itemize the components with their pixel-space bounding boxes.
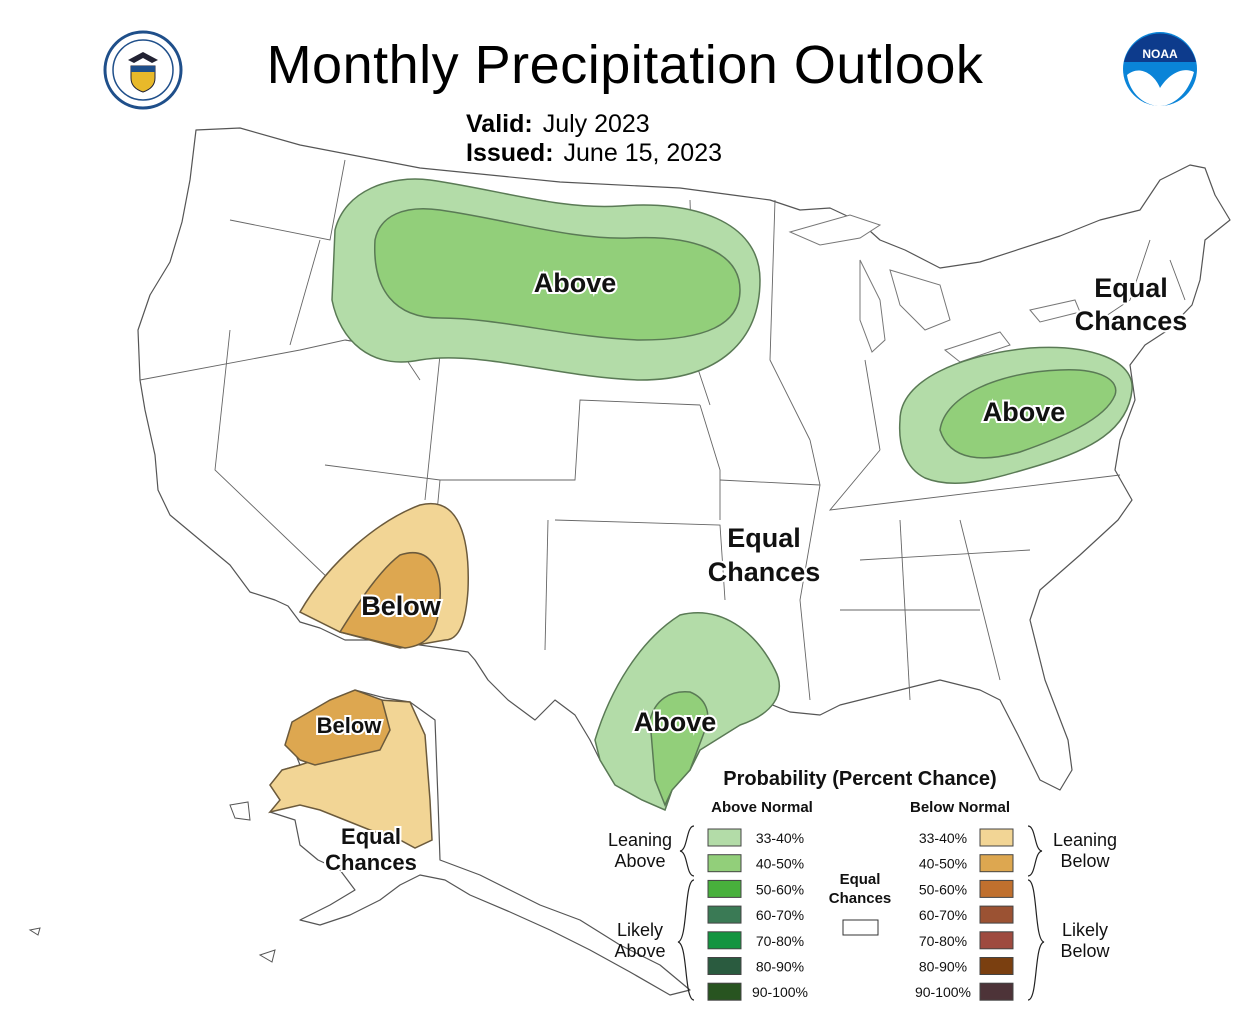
valid-value: July 2023 xyxy=(542,110,650,138)
legend: Probability (Percent Chance) Above Norma… xyxy=(608,768,1117,1001)
below-swatch-5 xyxy=(979,957,1014,975)
label-north-plains: Above xyxy=(534,268,617,298)
valid-line: Valid: July 2023 xyxy=(466,110,650,139)
label-south-central-1: Equal xyxy=(727,523,801,553)
above-range-4: 70-80% xyxy=(756,933,804,949)
above-range-5: 80-90% xyxy=(756,959,804,975)
above-swatch-0 xyxy=(707,828,742,847)
above-swatch-4 xyxy=(707,931,742,950)
label-northeast-2: Chances xyxy=(1075,306,1188,336)
noaa-logo-text: NOAA xyxy=(1142,47,1178,61)
above-range-6: 90-100% xyxy=(752,984,808,1000)
above-swatch-3 xyxy=(707,905,742,924)
above-north-plains-40 xyxy=(374,208,741,341)
label-southwest: Below xyxy=(361,591,442,621)
below-swatch-0 xyxy=(979,828,1014,847)
likely-above-2: Above xyxy=(614,941,665,961)
above-swatch-5 xyxy=(707,957,742,975)
equal-chances-2: Chances xyxy=(829,890,892,907)
below-swatch-6 xyxy=(979,982,1014,1001)
brace-likely-above xyxy=(677,879,695,1001)
below-swatch-2 xyxy=(979,879,1014,898)
below-southwest-40 xyxy=(338,552,441,649)
issued-line: Issued: June 15, 2023 xyxy=(466,139,722,168)
likely-below-1: Likely xyxy=(1062,920,1108,940)
label-alaska-1: Equal xyxy=(341,824,401,849)
below-range-1: 40-50% xyxy=(919,856,967,872)
noaa-logo: NOAA xyxy=(1123,32,1197,106)
legend-above-header: Above Normal xyxy=(711,799,813,816)
label-northeast-1: Equal xyxy=(1094,273,1168,303)
above-range-0: 33-40% xyxy=(756,830,804,846)
below-range-3: 60-70% xyxy=(919,907,967,923)
above-swatch-6 xyxy=(707,982,742,1001)
page-title: Monthly Precipitation Outlook xyxy=(266,35,984,95)
below-swatch-1 xyxy=(979,854,1014,873)
label-mid-atlantic: Above xyxy=(983,397,1066,427)
legend-below-swatches: 33-40% 40-50% 50-60% 60-70% 70-80% 80-90% 90-1… xyxy=(915,828,1014,1001)
above-range-2: 50-60% xyxy=(756,881,804,897)
legend-above-swatches: 33-40% 40-50% 50-60% 60-70% 70-80% 80-90% 90-1… xyxy=(707,828,808,1001)
equal-chances-1: Equal xyxy=(840,871,881,888)
label-alaska-2: Chances xyxy=(325,850,417,875)
below-alaska-40 xyxy=(284,689,391,766)
label-texas: Above xyxy=(634,707,717,737)
valid-label: Valid: xyxy=(466,110,533,138)
above-range-3: 60-70% xyxy=(756,907,804,923)
likely-above-1: Likely xyxy=(617,920,663,940)
alaska-islands xyxy=(28,801,276,963)
great-lakes xyxy=(788,214,1081,363)
below-range-6: 90-100% xyxy=(915,984,971,1000)
below-range-4: 70-80% xyxy=(919,933,967,949)
equal-chances-swatch xyxy=(842,919,879,936)
below-range-0: 33-40% xyxy=(919,830,967,846)
label-south-central-2: Chances xyxy=(708,557,821,587)
legend-below-header: Below Normal xyxy=(910,799,1010,816)
above-mid-atlantic-40 xyxy=(939,369,1117,459)
legend-title: Probability (Percent Chance) xyxy=(723,768,996,790)
leaning-above-1: Leaning xyxy=(608,830,672,850)
label-alaska-west: Below xyxy=(317,713,383,738)
likely-below-2: Below xyxy=(1060,941,1110,961)
below-alaska-33 xyxy=(267,699,433,849)
above-range-1: 40-50% xyxy=(756,856,804,872)
below-range-2: 50-60% xyxy=(919,881,967,897)
issued-label: Issued: xyxy=(466,139,554,167)
leaning-below-1: Leaning xyxy=(1053,830,1117,850)
brace-leaning-below xyxy=(1027,825,1043,877)
leaning-above-2: Above xyxy=(614,851,665,871)
above-swatch-1 xyxy=(707,854,742,873)
above-swatch-2 xyxy=(707,879,742,898)
above-texas-40 xyxy=(649,691,709,807)
leaning-below-2: Below xyxy=(1060,851,1110,871)
brace-leaning-above xyxy=(679,825,695,877)
department-of-commerce-seal xyxy=(103,30,183,110)
below-swatch-4 xyxy=(979,931,1014,950)
below-swatch-3 xyxy=(979,905,1014,924)
issued-value: June 15, 2023 xyxy=(563,139,723,167)
below-range-5: 80-90% xyxy=(919,959,967,975)
brace-likely-below xyxy=(1027,879,1045,1001)
